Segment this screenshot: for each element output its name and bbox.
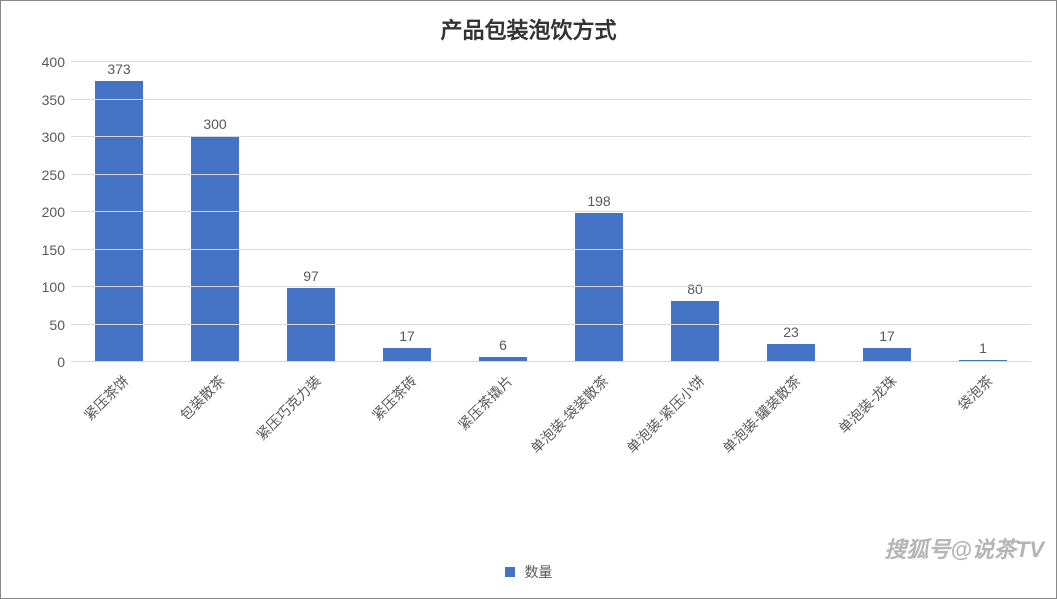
bar-value-label: 300 [203,116,226,132]
legend-swatch [505,567,515,577]
bar-value-label: 373 [107,61,130,77]
chart-title: 产品包装泡饮方式 [1,1,1056,53]
bar-value-label: 97 [303,268,319,284]
bar-rect [863,348,911,361]
grid-line: 150 [71,249,1031,250]
bar-rect [767,344,815,361]
x-tick-label: 紧压茶饼 [79,371,133,425]
grid-line: 250 [71,174,1031,175]
y-tick-label: 0 [57,354,65,370]
bar-value-label: 23 [783,324,799,340]
grid-line: 200 [71,211,1031,212]
plot-area: 373 300 97 17 6 198 80 23 17 1 0 50 100 150 200 250 300… [71,61,1031,361]
x-label-slot: 包装散茶 [167,363,263,513]
x-tick-label: 包装散茶 [175,371,229,425]
bar-value-label: 80 [687,281,703,297]
bar-rect [671,301,719,361]
legend-label: 数量 [524,564,552,580]
grid-line: 50 [71,324,1031,325]
x-label-slot: 单泡装-罐装散茶 [743,363,839,513]
x-label-slot: 袋泡茶 [935,363,1031,513]
bar-value-label: 17 [399,328,415,344]
x-tick-label: 袋泡茶 [953,371,997,415]
y-tick-label: 100 [42,279,65,295]
x-label-slot: 紧压茶砖 [359,363,455,513]
chart-container: 产品包装泡饮方式 373 300 97 17 6 198 80 23 17 1 0 50 100 150… [0,0,1057,599]
x-axis-labels: 紧压茶饼包装散茶紧压巧克力装紧压茶砖紧压茶撬片单泡装-袋装散茶单泡装-紧压小饼单… [71,363,1031,513]
x-tick-label: 紧压茶砖 [367,371,421,425]
bar-value-label: 198 [587,193,610,209]
y-tick-label: 400 [42,54,65,70]
watermark: 搜狐号@说茶TV [884,532,1044,564]
x-label-slot: 紧压茶饼 [71,363,167,513]
x-label-slot: 单泡装-龙珠 [839,363,935,513]
grid-line: 0 [71,361,1031,362]
bar-value-label: 1 [979,340,987,356]
y-tick-label: 250 [42,167,65,183]
bar-rect [95,81,143,361]
bar-value-label: 6 [499,337,507,353]
grid-line: 300 [71,136,1031,137]
y-tick-label: 50 [49,317,65,333]
x-tick-label: 紧压茶撬片 [454,371,518,435]
x-label-slot: 紧压巧克力装 [263,363,359,513]
x-tick-label: 单泡装-龙珠 [834,371,901,438]
x-tick-label: 紧压巧克力装 [252,371,326,445]
bar-rect [287,288,335,361]
bar-value-label: 17 [879,328,895,344]
bar-rect [383,348,431,361]
y-tick-label: 150 [42,242,65,258]
grid-line: 350 [71,99,1031,100]
y-tick-label: 350 [42,92,65,108]
legend: 数量 [1,562,1056,582]
grid-line: 400 [71,61,1031,62]
y-tick-label: 200 [42,204,65,220]
grid-line: 100 [71,286,1031,287]
y-tick-label: 300 [42,129,65,145]
